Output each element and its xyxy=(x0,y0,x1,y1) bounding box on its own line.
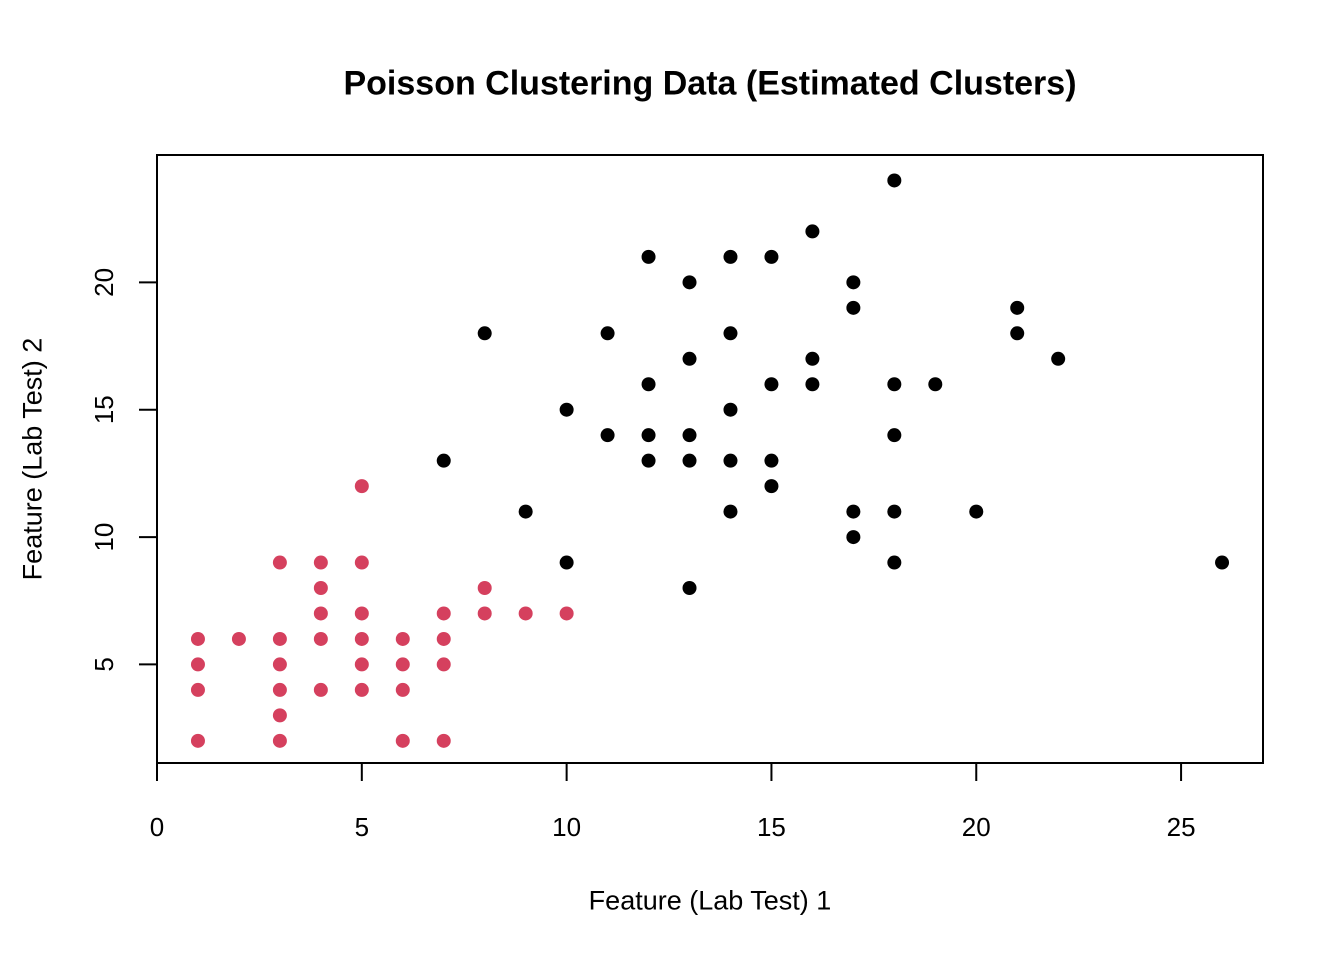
data-point-estimated-cluster-1 xyxy=(887,173,902,188)
x-tick-label: 5 xyxy=(355,812,369,842)
data-point-estimated-cluster-1 xyxy=(1010,300,1025,315)
data-point-estimated-cluster-2 xyxy=(272,708,287,723)
data-point-estimated-cluster-1 xyxy=(436,453,451,468)
data-point-estimated-cluster-1 xyxy=(846,530,861,545)
data-point-estimated-cluster-2 xyxy=(354,606,369,621)
data-point-estimated-cluster-1 xyxy=(600,428,615,443)
data-point-estimated-cluster-1 xyxy=(805,224,820,239)
data-point-estimated-cluster-2 xyxy=(354,631,369,646)
data-point-estimated-cluster-1 xyxy=(559,402,574,417)
x-tick-label: 25 xyxy=(1167,812,1196,842)
data-point-estimated-cluster-2 xyxy=(272,631,287,646)
data-point-estimated-cluster-2 xyxy=(395,682,410,697)
data-point-estimated-cluster-2 xyxy=(231,631,246,646)
data-point-estimated-cluster-2 xyxy=(272,682,287,697)
data-point-estimated-cluster-1 xyxy=(723,326,738,341)
y-axis-label: Feature (Lab Test) 2 xyxy=(17,337,48,581)
data-point-estimated-cluster-2 xyxy=(190,631,205,646)
data-point-estimated-cluster-1 xyxy=(846,275,861,290)
data-point-estimated-cluster-1 xyxy=(641,453,656,468)
data-point-estimated-cluster-2 xyxy=(272,555,287,570)
data-point-estimated-cluster-2 xyxy=(313,555,328,570)
data-point-estimated-cluster-2 xyxy=(313,581,328,596)
data-point-estimated-cluster-1 xyxy=(928,377,943,392)
data-point-estimated-cluster-1 xyxy=(682,453,697,468)
data-point-estimated-cluster-2 xyxy=(272,657,287,672)
x-tick-label: 20 xyxy=(962,812,991,842)
data-point-estimated-cluster-2 xyxy=(354,657,369,672)
data-point-estimated-cluster-1 xyxy=(805,351,820,366)
data-point-estimated-cluster-1 xyxy=(764,453,779,468)
data-point-estimated-cluster-1 xyxy=(764,377,779,392)
data-point-estimated-cluster-1 xyxy=(846,504,861,519)
data-point-estimated-cluster-1 xyxy=(1215,555,1230,570)
data-point-estimated-cluster-1 xyxy=(723,504,738,519)
data-point-estimated-cluster-1 xyxy=(600,326,615,341)
data-point-estimated-cluster-1 xyxy=(723,249,738,264)
y-tick-label: 10 xyxy=(89,523,119,552)
y-tick-label: 5 xyxy=(89,657,119,671)
data-point-estimated-cluster-2 xyxy=(313,682,328,697)
data-point-estimated-cluster-1 xyxy=(1010,326,1025,341)
data-point-estimated-cluster-2 xyxy=(190,733,205,748)
data-point-estimated-cluster-2 xyxy=(190,657,205,672)
data-point-estimated-cluster-1 xyxy=(682,275,697,290)
x-axis-label: Feature (Lab Test) 1 xyxy=(588,885,832,916)
data-point-estimated-cluster-1 xyxy=(723,402,738,417)
data-point-estimated-cluster-2 xyxy=(477,581,492,596)
data-point-estimated-cluster-1 xyxy=(764,479,779,494)
data-point-estimated-cluster-1 xyxy=(641,428,656,443)
plot-box xyxy=(156,154,1264,764)
data-point-estimated-cluster-2 xyxy=(313,606,328,621)
data-point-estimated-cluster-1 xyxy=(1051,351,1066,366)
data-point-estimated-cluster-2 xyxy=(436,657,451,672)
chart-title: Poisson Clustering Data (Estimated Clust… xyxy=(343,64,1077,103)
x-tick-label: 15 xyxy=(757,812,786,842)
data-point-estimated-cluster-1 xyxy=(477,326,492,341)
data-point-estimated-cluster-2 xyxy=(518,606,533,621)
data-point-estimated-cluster-1 xyxy=(764,249,779,264)
data-point-estimated-cluster-1 xyxy=(682,581,697,596)
data-point-estimated-cluster-1 xyxy=(518,504,533,519)
data-point-estimated-cluster-2 xyxy=(354,555,369,570)
data-point-estimated-cluster-1 xyxy=(887,504,902,519)
data-point-estimated-cluster-2 xyxy=(395,657,410,672)
data-point-estimated-cluster-2 xyxy=(395,631,410,646)
data-point-estimated-cluster-2 xyxy=(395,733,410,748)
data-point-estimated-cluster-2 xyxy=(436,606,451,621)
data-point-estimated-cluster-1 xyxy=(723,453,738,468)
y-tick-label: 20 xyxy=(89,268,119,297)
x-tick-label: 10 xyxy=(552,812,581,842)
data-point-estimated-cluster-1 xyxy=(682,351,697,366)
data-point-estimated-cluster-1 xyxy=(846,300,861,315)
x-tick-label: 0 xyxy=(150,812,164,842)
data-point-estimated-cluster-2 xyxy=(272,733,287,748)
data-point-estimated-cluster-2 xyxy=(477,606,492,621)
data-point-estimated-cluster-1 xyxy=(969,504,984,519)
data-point-estimated-cluster-1 xyxy=(559,555,574,570)
data-point-estimated-cluster-2 xyxy=(436,733,451,748)
y-tick-label: 15 xyxy=(89,395,119,424)
data-point-estimated-cluster-2 xyxy=(559,606,574,621)
data-point-estimated-cluster-1 xyxy=(641,249,656,264)
data-point-estimated-cluster-1 xyxy=(887,377,902,392)
data-point-estimated-cluster-1 xyxy=(682,428,697,443)
data-point-estimated-cluster-1 xyxy=(887,428,902,443)
data-point-estimated-cluster-2 xyxy=(436,631,451,646)
data-point-estimated-cluster-2 xyxy=(354,479,369,494)
data-point-estimated-cluster-2 xyxy=(313,631,328,646)
data-point-estimated-cluster-1 xyxy=(805,377,820,392)
data-point-estimated-cluster-1 xyxy=(887,555,902,570)
data-point-estimated-cluster-1 xyxy=(641,377,656,392)
data-point-estimated-cluster-2 xyxy=(354,682,369,697)
data-point-estimated-cluster-2 xyxy=(190,682,205,697)
